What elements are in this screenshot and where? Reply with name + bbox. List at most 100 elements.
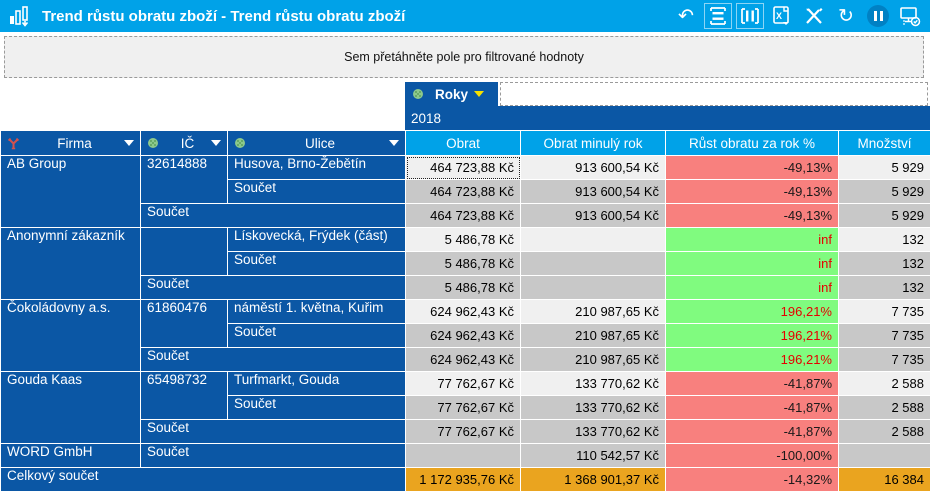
cell-obrat[interactable]: 77 762,67 Kč [405,395,521,420]
row-header-soucet[interactable]: Součet [140,347,406,372]
cell-mnozstvi[interactable]: 132 [838,251,930,276]
cell-mnozstvi[interactable]: 5 929 [838,203,930,228]
row-header-soucet[interactable]: Součet [140,419,406,444]
cell-rust[interactable]: -49,13% [665,155,839,180]
row-header-ulice[interactable]: Lískovecká, Frýdek (část) [227,227,406,252]
cell-rust[interactable]: -49,13% [665,203,839,228]
row-header-soucet[interactable]: Součet [227,179,406,204]
cell-rust[interactable]: -41,87% [665,395,839,420]
cell-mnozstvi[interactable] [838,443,930,468]
cell-obrat[interactable] [405,443,521,468]
row-field-ic[interactable]: IČ [140,130,228,156]
row-header-soucet[interactable]: Součet [140,275,406,300]
collapse-rows-icon[interactable] [704,3,732,29]
cell-obrat[interactable]: 464 723,88 Kč [405,203,521,228]
cell-obrat-minuly[interactable]: 133 770,62 Kč [520,371,666,396]
column-header-obrat-minuly[interactable]: Obrat minulý rok [520,130,666,156]
cell-rust[interactable]: 196,21% [665,299,839,324]
cell-obrat[interactable]: 5 486,78 Kč [405,251,521,276]
cell-rust[interactable]: 196,21% [665,323,839,348]
cell-mnozstvi[interactable]: 7 735 [838,347,930,372]
cell-obrat-minuly[interactable]: 110 542,57 Kč [520,443,666,468]
cell-obrat[interactable]: 624 962,43 Kč [405,299,521,324]
cell-obrat-minuly[interactable]: 210 987,65 Kč [520,323,666,348]
cell-mnozstvi[interactable]: 5 929 [838,179,930,204]
row-field-firma[interactable]: Firma [0,130,141,156]
cell-obrat[interactable]: 77 762,67 Kč [405,419,521,444]
cell-obrat-minuly-total[interactable]: 1 368 901,37 Kč [520,467,666,492]
row-header-ulice[interactable]: náměstí 1. května, Kuřim [227,299,406,324]
cell-mnozstvi[interactable]: 7 735 [838,323,930,348]
cell-mnozstvi[interactable]: 2 588 [838,371,930,396]
column-value-2018[interactable]: 2018 [405,106,930,130]
row-header-firma[interactable]: WORD GmbH [0,443,141,468]
row-header-soucet[interactable]: Součet [140,203,406,228]
edit-layout-icon[interactable] [800,3,828,29]
cell-obrat-minuly[interactable] [520,251,666,276]
cell-obrat[interactable]: 624 962,43 Kč [405,347,521,372]
cell-mnozstvi[interactable]: 132 [838,275,930,300]
data-source-status-icon[interactable] [896,3,924,29]
cell-obrat[interactable]: 464 723,88 Kč [405,179,521,204]
column-header-obrat[interactable]: Obrat [405,130,521,156]
filter-dropdown-icon[interactable] [211,140,221,146]
cell-rust[interactable]: -41,87% [665,419,839,444]
row-header-firma[interactable]: AB Group [0,155,141,228]
refresh-icon[interactable]: ↻ [838,5,854,27]
row-header-firma[interactable]: Gouda Kaas [0,371,141,444]
pause-icon[interactable] [864,3,892,29]
row-header-ulice[interactable]: Husova, Brno-Žebětín [227,155,406,180]
filter-dropdown-icon[interactable] [389,140,399,146]
column-header-rust[interactable]: Růst obratu za rok % [665,130,839,156]
row-header-soucet[interactable]: Součet [140,443,406,468]
cell-obrat-minuly[interactable]: 210 987,65 Kč [520,347,666,372]
cell-obrat-total[interactable]: 1 172 935,76 Kč [405,467,521,492]
cell-obrat[interactable]: 624 962,43 Kč [405,323,521,348]
cell-obrat[interactable]: 5 486,78 Kč [405,227,521,252]
cell-obrat-minuly[interactable]: 133 770,62 Kč [520,395,666,420]
row-header-firma[interactable]: Anonymní zákazník [0,227,141,300]
row-header-ic[interactable] [140,227,228,276]
row-header-ic[interactable]: 32614888 [140,155,228,204]
cell-obrat-minuly[interactable] [520,275,666,300]
row-header-firma[interactable]: Čokoládovny a.s. [0,299,141,372]
column-field-roky[interactable]: Roky [405,82,498,106]
cell-rust[interactable]: inf [665,227,839,252]
cell-rust[interactable]: -49,13% [665,179,839,204]
cell-rust[interactable]: 196,21% [665,347,839,372]
cell-obrat-minuly[interactable] [520,227,666,252]
row-header-ic[interactable]: 65498732 [140,371,228,420]
cell-mnozstvi-total[interactable]: 16 384 [838,467,930,492]
row-field-ulice[interactable]: Ulice [227,130,406,156]
row-header-ic[interactable]: 61860476 [140,299,228,348]
cell-mnozstvi[interactable]: 2 588 [838,395,930,420]
cell-obrat-selected[interactable]: 464 723,88 Kč [405,155,521,180]
cell-rust-total[interactable]: -14,32% [665,467,839,492]
column-header-mnozstvi[interactable]: Množství [838,130,930,156]
cell-rust[interactable]: -41,87% [665,371,839,396]
cell-mnozstvi[interactable]: 132 [838,227,930,252]
undo-icon[interactable]: ↶ [678,5,694,27]
cell-mnozstvi[interactable]: 2 588 [838,419,930,444]
row-header-soucet[interactable]: Součet [227,251,406,276]
cell-obrat[interactable]: 5 486,78 Kč [405,275,521,300]
cell-obrat-minuly[interactable]: 913 600,54 Kč [520,179,666,204]
row-header-soucet[interactable]: Součet [227,395,406,420]
cell-rust[interactable]: inf [665,275,839,300]
cell-obrat-minuly[interactable]: 210 987,65 Kč [520,299,666,324]
filter-drop-area[interactable]: Sem přetáhněte pole pro filtrované hodno… [4,36,924,78]
grand-total-label[interactable]: Celkový součet [0,467,406,492]
row-header-soucet[interactable]: Součet [227,323,406,348]
row-header-ulice[interactable]: Turfmarkt, Gouda [227,371,406,396]
excel-export-icon[interactable]: X [768,3,796,29]
cell-obrat-minuly[interactable]: 913 600,54 Kč [520,203,666,228]
filter-dropdown-icon[interactable] [124,140,134,146]
filter-dropdown-icon[interactable] [474,91,485,97]
collapse-columns-icon[interactable] [736,3,764,29]
cell-mnozstvi[interactable]: 5 929 [838,155,930,180]
cell-mnozstvi[interactable]: 7 735 [838,299,930,324]
cell-obrat-minuly[interactable]: 913 600,54 Kč [520,155,666,180]
cell-obrat-minuly[interactable]: 133 770,62 Kč [520,419,666,444]
column-drop-area[interactable] [500,82,928,106]
cell-rust[interactable]: inf [665,251,839,276]
